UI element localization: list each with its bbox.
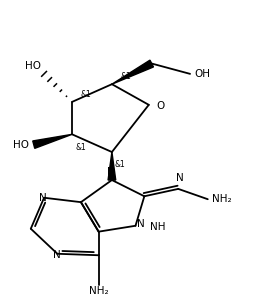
Text: O: O: [156, 101, 164, 111]
Text: NH₂: NH₂: [89, 286, 108, 296]
Text: N: N: [107, 167, 114, 177]
Text: NH₂: NH₂: [212, 194, 232, 204]
Text: N: N: [176, 173, 184, 183]
Polygon shape: [112, 60, 153, 84]
Text: &1: &1: [121, 72, 131, 81]
Text: &1: &1: [81, 90, 92, 99]
Polygon shape: [33, 134, 72, 148]
Text: OH: OH: [195, 69, 211, 79]
Text: &1: &1: [75, 143, 86, 152]
Text: HO: HO: [25, 61, 41, 71]
Polygon shape: [108, 152, 116, 180]
Text: N: N: [53, 250, 61, 260]
Text: N: N: [137, 219, 145, 229]
Text: HO: HO: [13, 140, 29, 150]
Text: N: N: [39, 193, 46, 203]
Text: NH: NH: [150, 222, 165, 232]
Text: &1: &1: [115, 160, 125, 169]
